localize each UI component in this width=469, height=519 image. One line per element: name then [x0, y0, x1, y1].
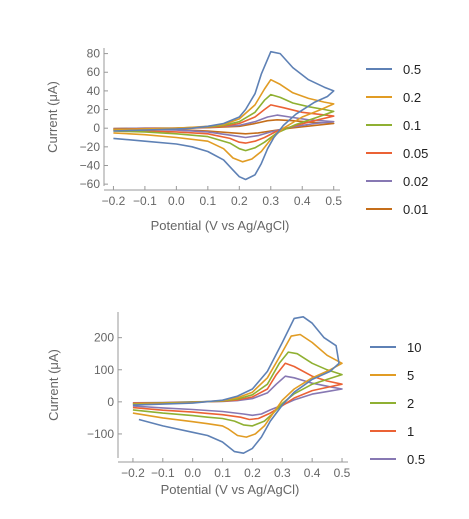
chart-bottom-x-ticks: −0.2 −0.1 0.0 0.1 0.2 0.3 0.4 0.5 [121, 458, 351, 480]
chart-top-x-ticks: −0.2 −0.1 0.0 0.1 0.2 0.3 0.4 0.5 [102, 186, 342, 208]
chart-top-series-line-3 [113, 104, 335, 144]
chart-bottom-legend-label: 1 [407, 424, 414, 439]
chart-top-x-axis-title: Potential (V vs Ag/AgCl) [151, 218, 290, 233]
chart-bottom: −100 0 100 200 −0.2 −0.1 0.0 0.1 0.2 0.3 0.4 0.5 P… [46, 312, 425, 497]
chart-bottom-y-axis-title: Current (μA) [46, 349, 61, 421]
chart-bottom-y-tick-label: 200 [94, 331, 114, 345]
chart-top-x-tick-label: 0.0 [168, 194, 185, 208]
chart-bottom-x-tick-label: −0.1 [151, 466, 175, 480]
chart-top-legend-label: 0.2 [403, 90, 421, 105]
chart-bottom-series-line-0 [132, 315, 340, 455]
chart-bottom-series-line-3 [132, 362, 343, 421]
chart-bottom-legend-label: 0.5 [407, 452, 425, 467]
chart-top-x-tick-label: 0.4 [294, 194, 311, 208]
chart-bottom-x-tick-label: 0.1 [214, 466, 231, 480]
chart-bottom-x-axis-title: Potential (V vs Ag/AgCl) [161, 482, 300, 497]
chart-top-x-tick-label: 0.5 [325, 194, 342, 208]
chart-top-legend-label: 0.02 [403, 174, 428, 189]
chart-bottom-y-tick-label: 0 [107, 395, 114, 409]
chart-bottom-x-tick-label: −0.2 [121, 466, 145, 480]
chart-top-y-tick-label: 0 [93, 121, 100, 135]
chart-bottom-legend: 10 5 2 1 0.5 [370, 340, 425, 467]
chart-top-legend-label: 0.01 [403, 202, 428, 217]
chart-top-x-tick-label: −0.1 [133, 194, 157, 208]
chart-bottom-x-tick-label: 0.0 [184, 466, 201, 480]
chart-bottom-y-ticks: −100 0 100 200 [87, 331, 122, 441]
chart-bottom-x-tick-label: 0.4 [304, 466, 321, 480]
chart-top-y-tick-label: 60 [87, 65, 101, 79]
chart-top-x-tick-label: 0.3 [262, 194, 279, 208]
chart-top-series-group [113, 50, 335, 181]
chart-top-x-tick-label: −0.2 [102, 194, 126, 208]
chart-bottom-y-tick-label: −100 [87, 427, 114, 441]
chart-bottom-x-tick-label: 0.2 [244, 466, 261, 480]
chart-top-y-tick-label: −40 [80, 158, 101, 172]
chart-top-legend-label: 0.1 [403, 118, 421, 133]
chart-bottom-y-tick-label: 100 [94, 363, 114, 377]
chart-top-legend-label: 0.5 [403, 62, 421, 77]
chart-bottom-legend-label: 10 [407, 340, 421, 355]
chart-top-legend: 0.5 0.2 0.1 0.05 0.02 0.01 [366, 62, 428, 217]
chart-top-y-tick-label: −60 [80, 177, 101, 191]
chart-top-x-tick-label: 0.1 [199, 194, 216, 208]
chart-top-y-tick-label: 80 [87, 47, 101, 61]
chart-top-series-line-2 [113, 93, 335, 152]
chart-top-x-tick-label: 0.2 [231, 194, 248, 208]
chart-top-y-ticks: −60 −40 −20 0 20 40 60 80 [80, 47, 108, 191]
chart-bottom-series-line-1 [132, 333, 343, 438]
chart-top-y-tick-label: 40 [87, 84, 101, 98]
chart-bottom-series-group [132, 315, 343, 455]
chart-bottom-x-tick-label: 0.5 [334, 466, 351, 480]
chart-bottom-legend-label: 2 [407, 396, 414, 411]
chart-bottom-series-line-2 [132, 351, 343, 427]
chart-top-series-line-0 [113, 50, 335, 181]
chart-bottom-legend-label: 5 [407, 368, 414, 383]
chart-bottom-x-tick-label: 0.3 [274, 466, 291, 480]
chart-top-y-tick-label: 20 [87, 103, 101, 117]
chart-top-legend-label: 0.05 [403, 146, 428, 161]
chart-bottom-series-line-4 [132, 375, 343, 417]
chart-top-y-tick-label: −20 [80, 140, 101, 154]
chart-top-y-axis-title: Current (μA) [45, 81, 60, 153]
chart-top: −60 −40 −20 0 20 40 60 80 −0.2 −0.1 0.0 0.1 0.2 0.3 0… [45, 47, 428, 233]
